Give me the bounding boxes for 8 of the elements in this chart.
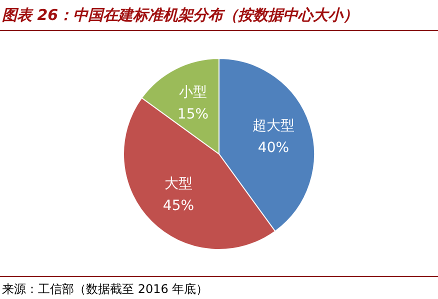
data-label: 45% [162,198,194,214]
slice-label: 超大型 [252,118,294,134]
data-label: 15% [177,106,209,123]
slice-label: 大型 [164,176,192,192]
slice-label: 小型 [178,84,207,101]
data-label: 40% [258,140,290,156]
chart-title: 图表 26：中国在建标准机架分布（按数据中心大小） [0,0,438,31]
source-note: 来源：工信部（数据截至 2016 年底） [2,282,208,296]
